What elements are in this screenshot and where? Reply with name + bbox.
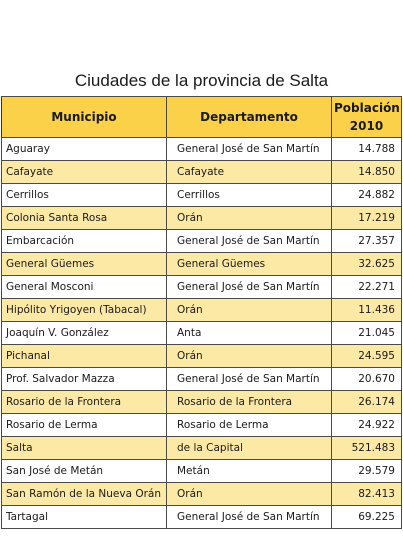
cell-departamento: General Güemes [166, 252, 332, 276]
cell-poblacion: 20.670 [331, 367, 402, 391]
table-row: Salta de la Capital 521.483 [1, 436, 402, 460]
table-row: Aguaray General José de San Martín 14.788 [1, 137, 402, 161]
cell-departamento: Metán [166, 459, 332, 483]
table-row: Cafayate Cafayate 14.850 [1, 160, 402, 184]
cell-poblacion: 69.225 [331, 505, 402, 529]
cities-table: Municipio Departamento Población 2010 Ag… [1, 96, 402, 529]
cell-poblacion: 24.595 [331, 344, 402, 368]
cell-poblacion: 82.413 [331, 482, 402, 506]
cell-municipio: Rosario de Lerma [1, 413, 167, 437]
header-poblacion-label: Población [334, 101, 400, 115]
header-row: Municipio Departamento Población 2010 [1, 96, 402, 138]
cell-municipio: San Ramón de la Nueva Orán [1, 482, 167, 506]
cell-poblacion: 22.271 [331, 275, 402, 299]
cell-poblacion: 17.219 [331, 206, 402, 230]
table-row: Hipólito Yrigoyen (Tabacal) Orán 11.436 [1, 298, 402, 322]
header-poblacion: Población 2010 [331, 96, 402, 138]
cell-municipio: Salta [1, 436, 167, 460]
cell-departamento: Orán [166, 298, 332, 322]
cell-municipio: Embarcación [1, 229, 167, 253]
table-row: Rosario de la Frontera Rosario de la Fron… [1, 390, 402, 414]
cell-municipio: Hipólito Yrigoyen (Tabacal) [1, 298, 167, 322]
cell-municipio: Tartagal [1, 505, 167, 529]
cell-departamento: Orán [166, 482, 332, 506]
cell-municipio: Pichanal [1, 344, 167, 368]
cell-municipio: San José de Metán [1, 459, 167, 483]
header-municipio: Municipio [1, 96, 167, 138]
cell-poblacion: 11.436 [331, 298, 402, 322]
cell-departamento: Orán [166, 206, 332, 230]
cell-departamento: de la Capital [166, 436, 332, 460]
header-departamento: Departamento [166, 96, 332, 138]
cell-poblacion: 32.625 [331, 252, 402, 276]
cell-poblacion: 14.850 [331, 160, 402, 184]
cell-departamento: General José de San Martín [166, 275, 332, 299]
cell-municipio: Cafayate [1, 160, 167, 184]
cell-poblacion: 26.174 [331, 390, 402, 414]
cell-poblacion: 14.788 [331, 137, 402, 161]
table-row: Joaquín V. González Anta 21.045 [1, 321, 402, 345]
cell-municipio: Joaquín V. González [1, 321, 167, 345]
table-row: Cerrillos Cerrillos 24.882 [1, 183, 402, 207]
cell-departamento: Rosario de la Frontera [166, 390, 332, 414]
cell-departamento: Rosario de Lerma [166, 413, 332, 437]
cell-poblacion: 21.045 [331, 321, 402, 345]
cell-municipio: Rosario de la Frontera [1, 390, 167, 414]
table-row: General Güemes General Güemes 32.625 [1, 252, 402, 276]
cell-departamento: General José de San Martín [166, 367, 332, 391]
table-row: General Mosconi General José de San Martí… [1, 275, 402, 299]
cell-municipio: Cerrillos [1, 183, 167, 207]
cell-departamento: General José de San Martín [166, 229, 332, 253]
cell-municipio: Aguaray [1, 137, 167, 161]
table-row: San Ramón de la Nueva Orán Orán 82.413 [1, 482, 402, 506]
table-row: Rosario de Lerma Rosario de Lerma 24.922 [1, 413, 402, 437]
cell-poblacion: 29.579 [331, 459, 402, 483]
cell-municipio: Colonia Santa Rosa [1, 206, 167, 230]
cell-departamento: Anta [166, 321, 332, 345]
header-poblacion-year: 2010 [349, 119, 384, 133]
table-row: San José de Metán Metán 29.579 [1, 459, 402, 483]
cell-municipio: Prof. Salvador Mazza [1, 367, 167, 391]
cell-departamento: General José de San Martín [166, 137, 332, 161]
table-row: Colonia Santa Rosa Orán 17.219 [1, 206, 402, 230]
table-row: Pichanal Orán 24.595 [1, 344, 402, 368]
cell-departamento: Cafayate [166, 160, 332, 184]
table-row: Prof. Salvador Mazza General José de San … [1, 367, 402, 391]
cell-poblacion: 521.483 [331, 436, 402, 460]
cell-departamento: Orán [166, 344, 332, 368]
cell-poblacion: 27.357 [331, 229, 402, 253]
cell-poblacion: 24.922 [331, 413, 402, 437]
table-title: Ciudades de la provincia de Salta [74, 71, 329, 90]
cell-municipio: General Mosconi [1, 275, 167, 299]
cell-departamento: Cerrillos [166, 183, 332, 207]
cell-departamento: General José de San Martín [166, 505, 332, 529]
cell-municipio: General Güemes [1, 252, 167, 276]
table-row: Tartagal General José de San Martín 69.225 [1, 505, 402, 529]
table-row: Embarcación General José de San Martín 27.… [1, 229, 402, 253]
cell-poblacion: 24.882 [331, 183, 402, 207]
